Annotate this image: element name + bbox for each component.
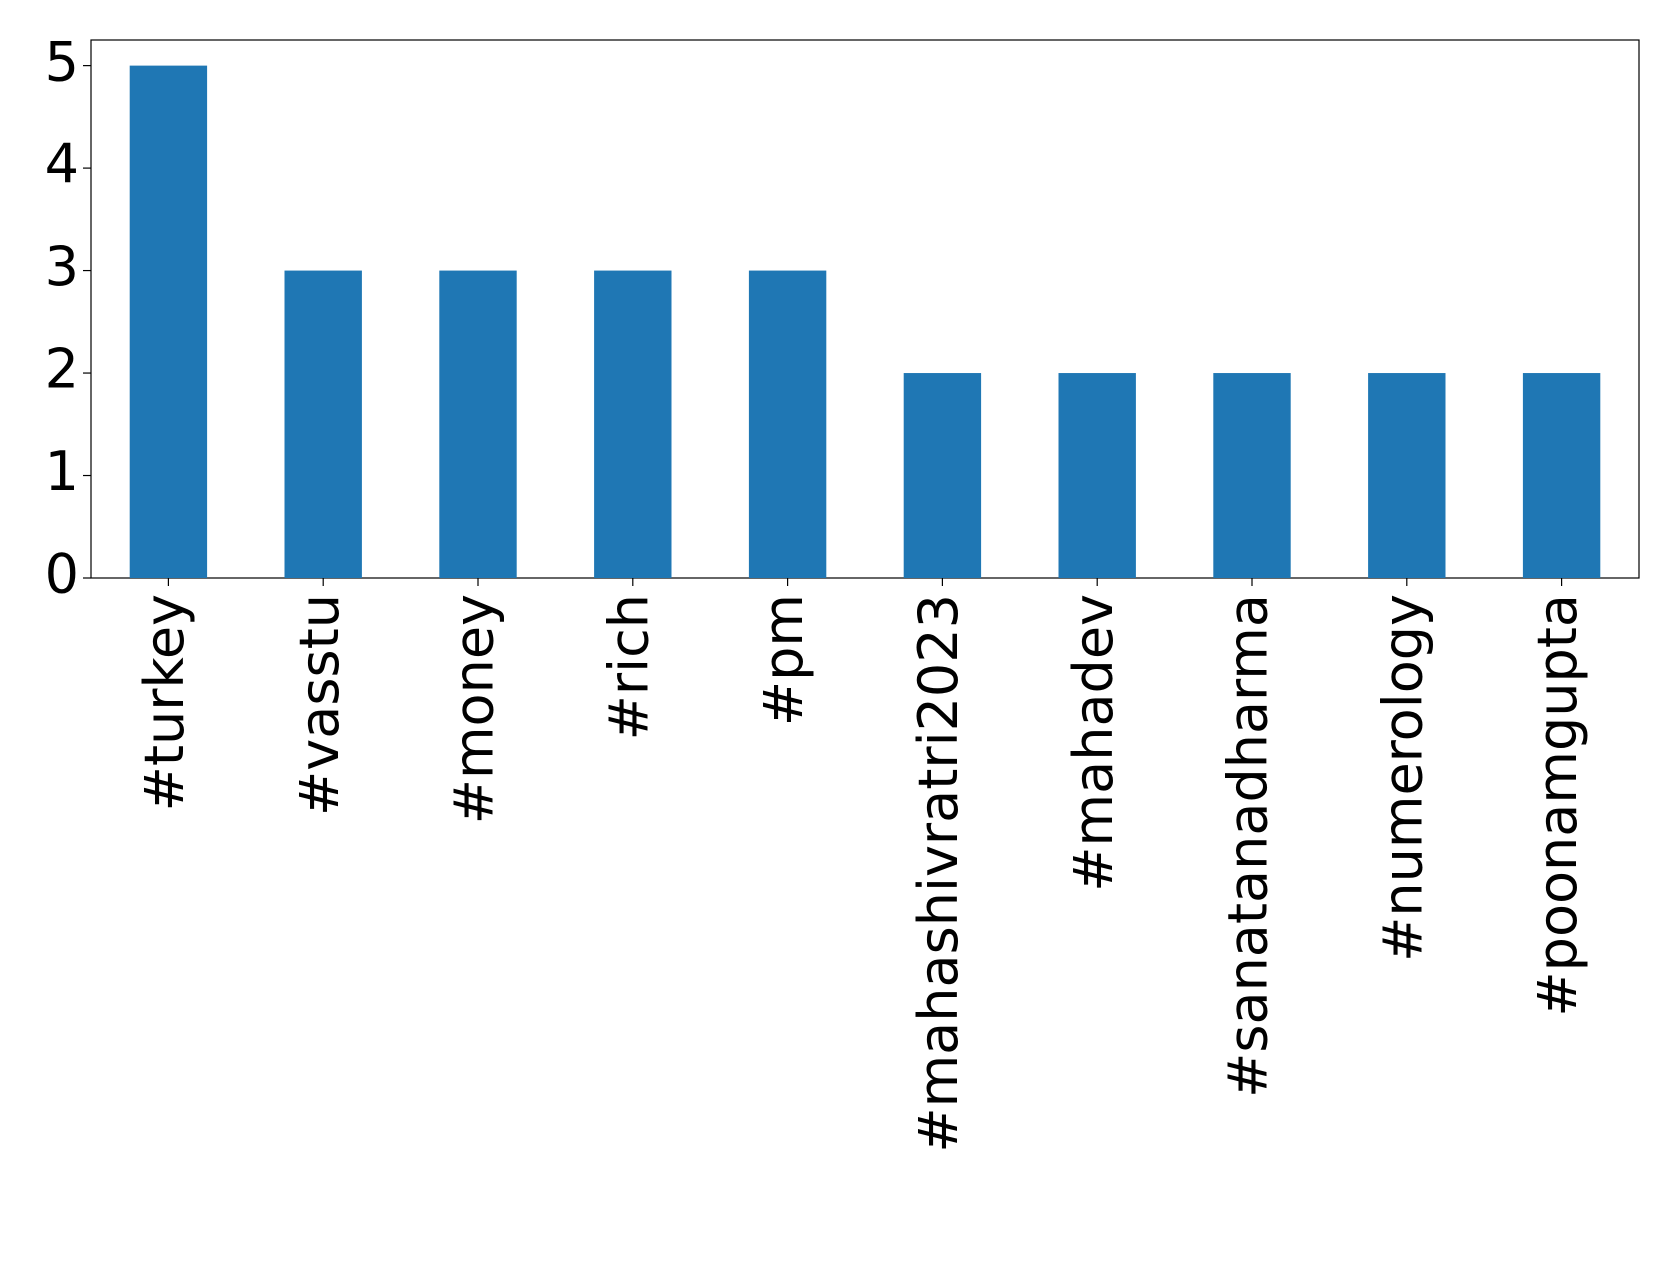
y-tick-label: 4 <box>45 133 79 196</box>
x-tick-label: #pm <box>752 594 815 726</box>
bar <box>1058 373 1136 578</box>
bar <box>594 270 672 578</box>
bar <box>1213 373 1291 578</box>
x-tick-label: #vasstu <box>288 594 351 816</box>
x-tick-label: #mahadev <box>1062 594 1125 892</box>
bar <box>284 270 362 578</box>
bar <box>903 373 982 578</box>
y-tick-label: 3 <box>45 235 79 298</box>
bar <box>439 270 517 578</box>
x-tick-label: #poonamgupta <box>1526 594 1589 1017</box>
x-tick-label: #numerology <box>1371 594 1434 962</box>
bar <box>748 270 827 578</box>
bar <box>129 65 208 579</box>
y-tick-label: 0 <box>45 543 79 606</box>
x-tick-label: #sanatanadharma <box>1217 594 1280 1098</box>
x-tick-label: #mahashivratri2023 <box>907 594 970 1153</box>
y-tick-label: 5 <box>45 30 79 93</box>
x-tick-label: #money <box>443 594 506 824</box>
x-tick-label: #rich <box>597 594 660 740</box>
y-tick-label: 2 <box>45 338 79 401</box>
plot-frame <box>90 39 1640 579</box>
bar <box>1368 373 1446 578</box>
x-tick-label: #turkey <box>133 594 196 811</box>
bar <box>1522 373 1601 578</box>
y-tick-label: 1 <box>45 440 79 503</box>
